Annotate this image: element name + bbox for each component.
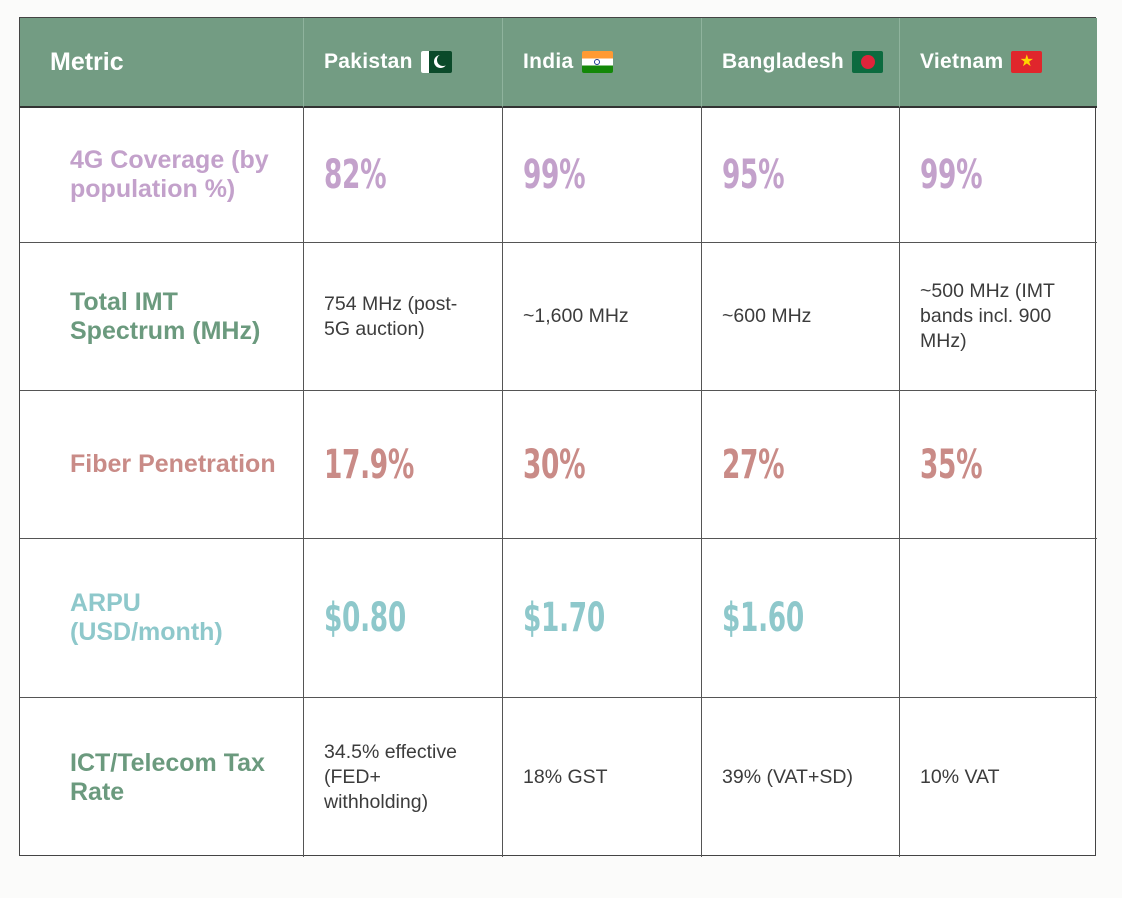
cell-fiber-pakistan: 17.9% bbox=[304, 391, 503, 539]
value-text: 17.9% bbox=[324, 441, 414, 488]
value-text: ~600 MHz bbox=[722, 305, 812, 327]
cell-spectrum-vietnam: ~500 MHz (IMT bands incl. 900 MHz) bbox=[900, 243, 1097, 391]
value-text: 99% bbox=[523, 152, 586, 198]
vietnam-flag-icon: ★ bbox=[1011, 51, 1043, 73]
metric-label: 4G Coverage (by population %) bbox=[70, 146, 269, 203]
value-text: ~500 MHz (IMT bands incl. 900 MHz) bbox=[920, 280, 1055, 352]
cell-4g-bangladesh: 95% bbox=[702, 108, 900, 243]
header-country-label: Vietnam bbox=[920, 50, 1004, 73]
value-text: $1.70 bbox=[523, 595, 605, 641]
value-text: 95% bbox=[722, 152, 785, 198]
value-text: 754 MHz (post-5G auction) bbox=[324, 292, 458, 340]
header-india: India bbox=[503, 18, 702, 108]
cell-tax-bangladesh: 39% (VAT+SD) bbox=[702, 698, 900, 857]
header-bangladesh: Bangladesh bbox=[702, 18, 900, 108]
metric-label: ICT/Telecom Tax Rate bbox=[70, 748, 265, 806]
cell-arpu-bangladesh: $1.60 bbox=[702, 539, 900, 698]
cell-spectrum-pakistan: 754 MHz (post-5G auction) bbox=[304, 243, 503, 391]
row-fiber-penetration-metric: Fiber Penetration bbox=[20, 391, 304, 539]
comparison-table: Metric Pakistan India Bangladesh Vietnam… bbox=[19, 17, 1097, 857]
value-text: $1.60 bbox=[722, 595, 804, 641]
row-tax-rate-metric: ICT/Telecom Tax Rate bbox=[20, 698, 304, 857]
cell-4g-vietnam: 99% bbox=[900, 108, 1097, 243]
cell-tax-india: 18% GST bbox=[503, 698, 702, 857]
value-text: 34.5% effective (FED+ withholding) bbox=[324, 741, 457, 813]
metric-label: ARPU (USD/month) bbox=[70, 589, 223, 646]
cell-tax-vietnam: 10% VAT bbox=[900, 698, 1097, 857]
cell-fiber-vietnam: 35% bbox=[900, 391, 1097, 539]
value-text: ~1,600 MHz bbox=[523, 305, 629, 327]
cell-fiber-india: 30% bbox=[503, 391, 702, 539]
cell-spectrum-india: ~1,600 MHz bbox=[503, 243, 702, 391]
row-4g-coverage-metric: 4G Coverage (by population %) bbox=[20, 108, 304, 243]
metric-label: Total IMT Spectrum (MHz) bbox=[70, 287, 261, 345]
value-text: 39% (VAT+SD) bbox=[722, 766, 853, 788]
value-text: 10% VAT bbox=[920, 766, 1000, 788]
cell-arpu-pakistan: $0.80 bbox=[304, 539, 503, 698]
cell-arpu-india: $1.70 bbox=[503, 539, 702, 698]
value-text: $0.80 bbox=[324, 595, 406, 641]
value-text: 27% bbox=[722, 441, 785, 488]
header-metric-label: Metric bbox=[50, 47, 124, 76]
row-imt-spectrum-metric: Total IMT Spectrum (MHz) bbox=[20, 243, 304, 391]
row-arpu-metric: ARPU (USD/month) bbox=[20, 539, 304, 698]
india-flag-icon bbox=[581, 51, 613, 73]
cell-4g-india: 99% bbox=[503, 108, 702, 243]
header-metric: Metric bbox=[20, 18, 304, 108]
header-country-label: Pakistan bbox=[324, 50, 413, 73]
header-vietnam: Vietnam ★ bbox=[900, 18, 1097, 108]
value-text: 18% GST bbox=[523, 766, 608, 788]
cell-fiber-bangladesh: 27% bbox=[702, 391, 900, 539]
value-text: 99% bbox=[920, 152, 983, 198]
cell-arpu-vietnam bbox=[900, 539, 1097, 698]
value-text: 82% bbox=[324, 152, 387, 198]
header-country-label: India bbox=[523, 50, 574, 73]
value-text: 30% bbox=[523, 441, 586, 488]
cell-4g-pakistan: 82% bbox=[304, 108, 503, 243]
bangladesh-flag-icon bbox=[852, 51, 884, 73]
pakistan-flag-icon bbox=[420, 51, 452, 73]
header-pakistan: Pakistan bbox=[304, 18, 503, 108]
header-country-label: Bangladesh bbox=[722, 50, 845, 73]
value-text: 35% bbox=[920, 441, 983, 488]
metric-label: Fiber Penetration bbox=[70, 450, 276, 478]
cell-tax-pakistan: 34.5% effective (FED+ withholding) bbox=[304, 698, 503, 857]
cell-spectrum-bangladesh: ~600 MHz bbox=[702, 243, 900, 391]
